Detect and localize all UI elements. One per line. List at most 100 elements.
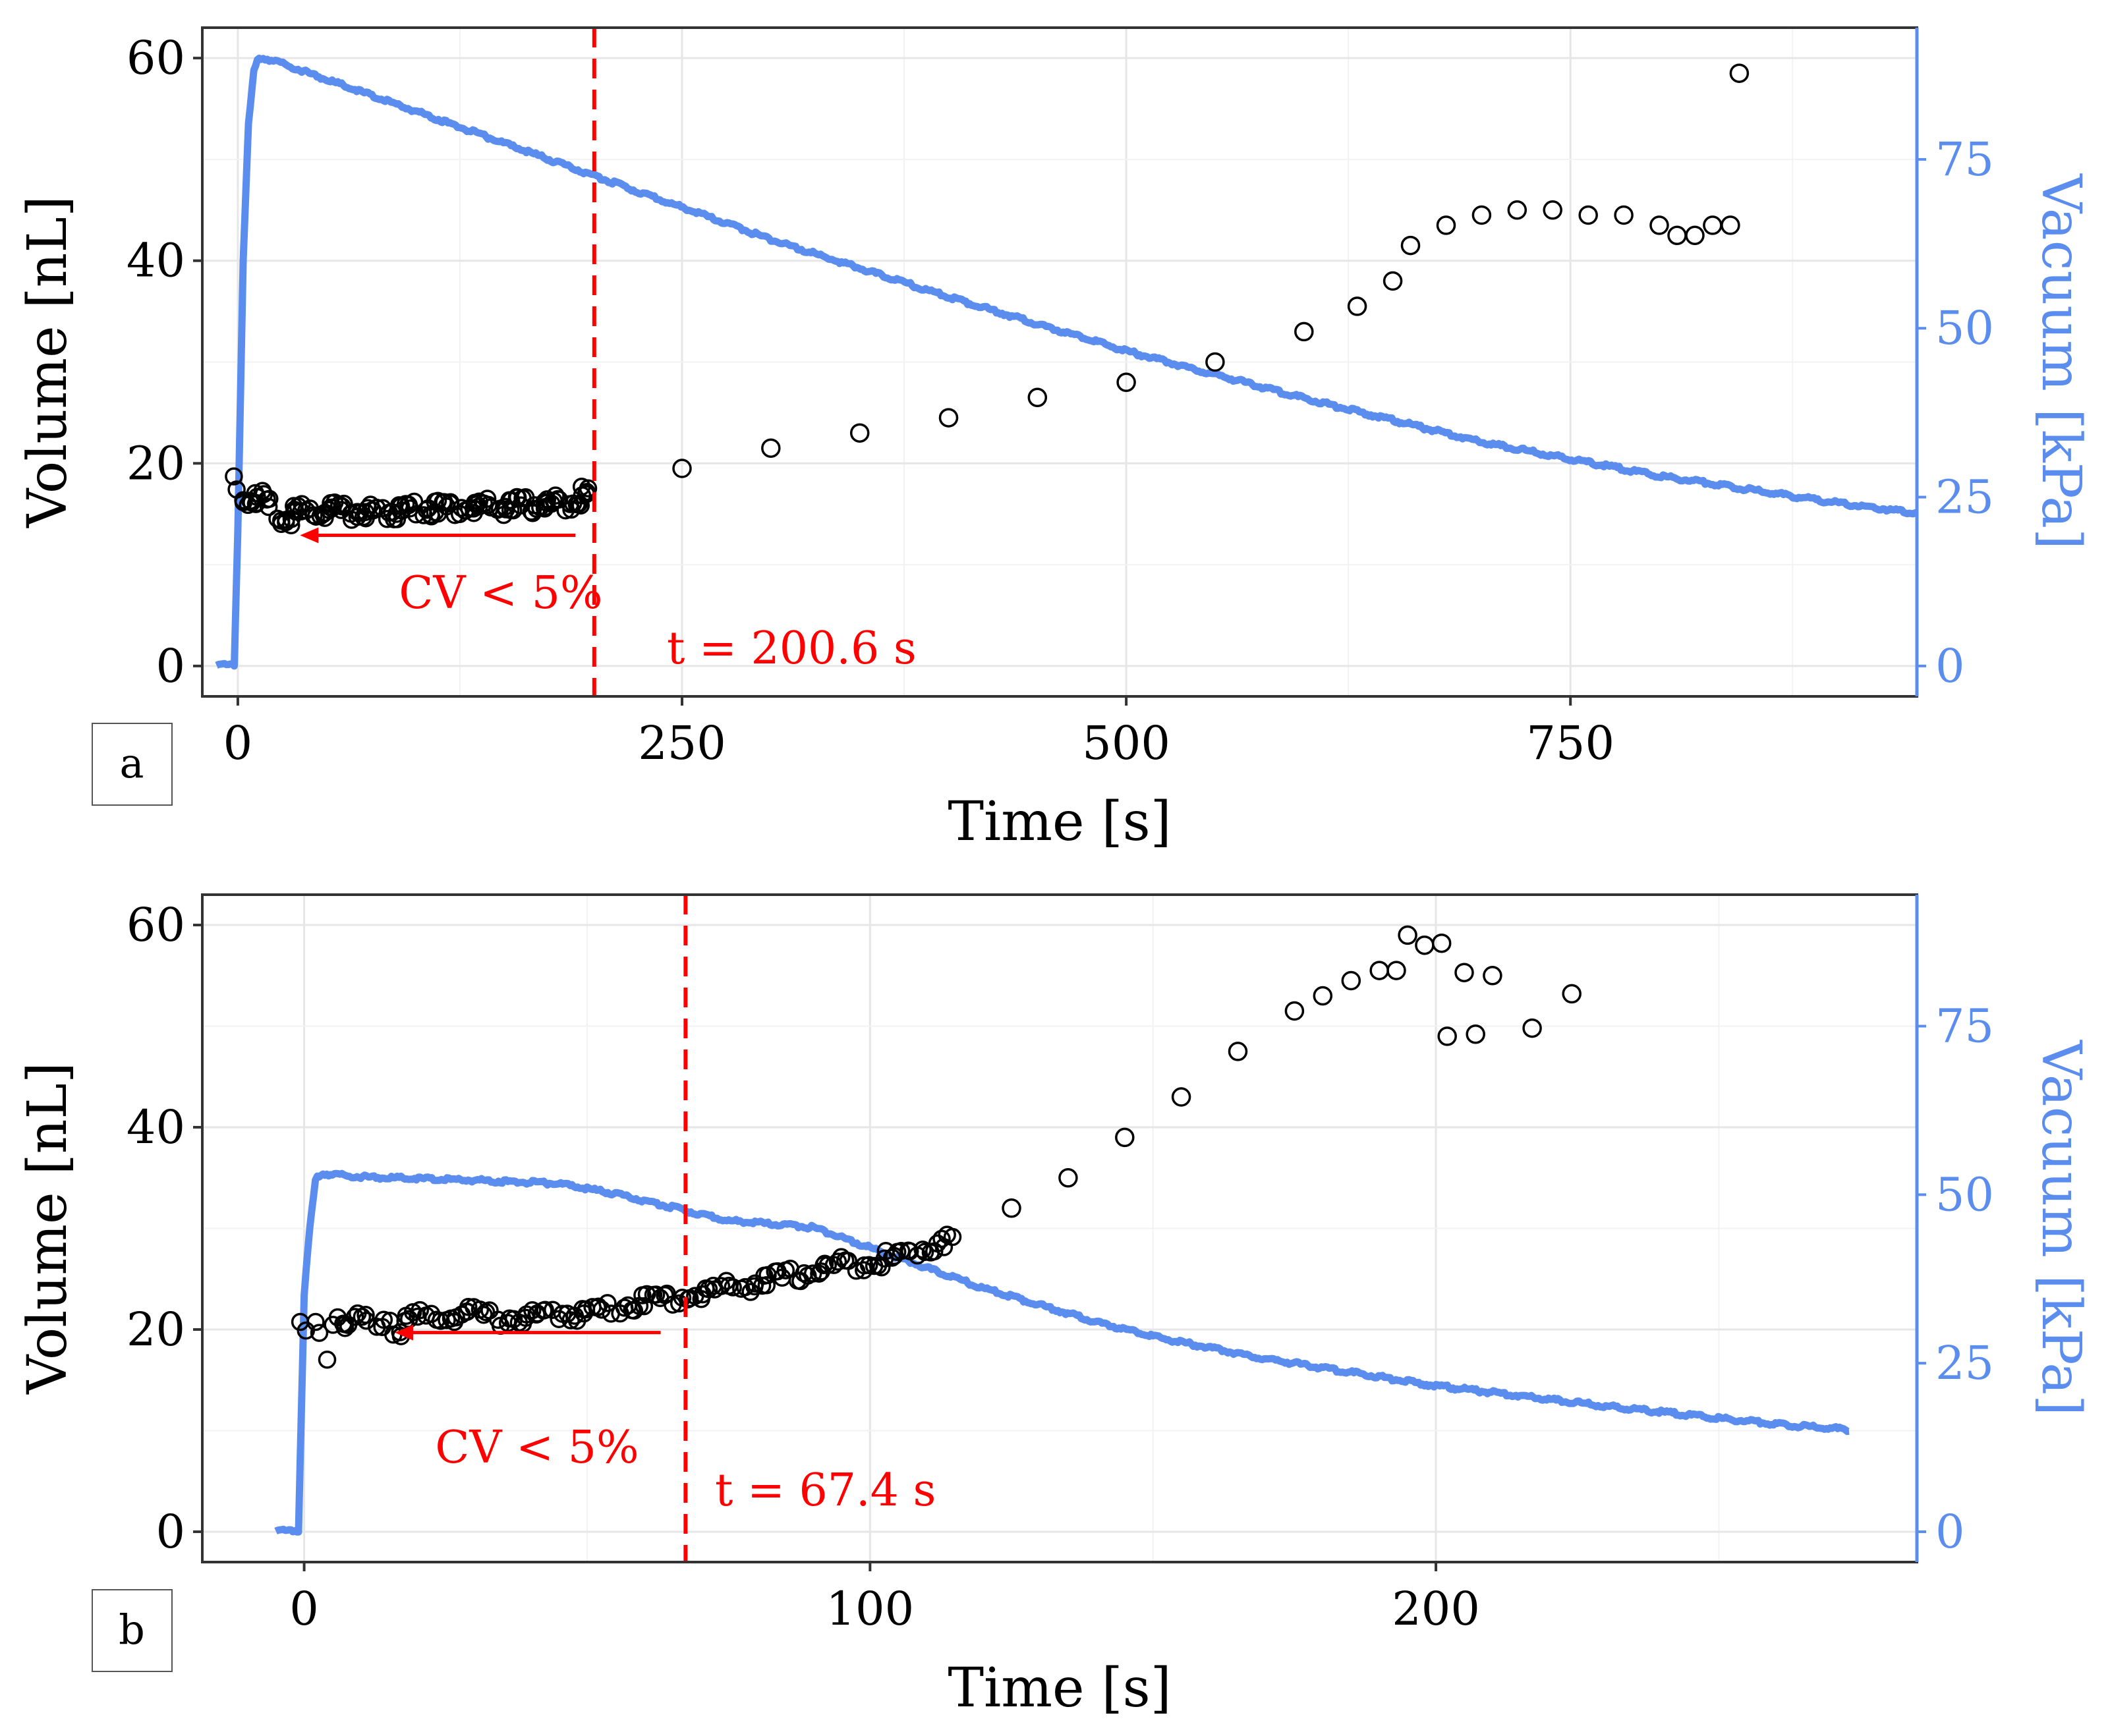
volume-point [598,1294,617,1312]
volume-point [1649,215,1669,235]
volume-point [441,493,460,512]
volume-point [761,438,781,458]
y-tick-label: 60 [127,898,185,952]
x-tick-label: 200 [1392,1582,1480,1636]
volume-point [1341,970,1361,991]
volume-point [536,1301,554,1320]
volume-point [672,459,692,478]
vacuum-line [274,1169,1851,1536]
volume-point [1522,1018,1542,1038]
volume-point [938,408,959,428]
volume-point [459,1298,478,1316]
volume-series [291,925,1582,1369]
vacuum-series [274,1169,1851,1536]
y2-tick-label: 25 [1935,470,1994,524]
volume-point [1436,215,1456,235]
volume-point [1507,200,1527,220]
y2-tick-labels: 0 25 50 75 [1935,132,1994,693]
volume-point [1027,387,1048,408]
vacuum-series [215,55,1919,670]
volume-point [579,479,598,498]
grid [202,895,1917,1562]
volume-point [310,1324,329,1342]
volume-point [932,1229,951,1248]
cv-arrowhead [300,527,319,544]
volume-point [356,1306,375,1324]
x-tick-label: 750 [1526,716,1614,770]
volume-point [318,1351,337,1369]
volume-point [260,490,279,508]
volume-point [646,1285,666,1304]
volume-series [225,63,1750,535]
volume-point [712,1277,731,1295]
volume-point [872,1258,891,1277]
volume-point [913,1241,932,1259]
volume-point [411,1301,430,1320]
y2-tick-labels: 0 25 50 75 [1935,999,1994,1559]
volume-point [403,1302,422,1322]
y-axis-title: Volume [nL] [16,196,79,528]
panel-b: 0 100 200 0 20 40 60 0 25 50 75 Time [s] Volume … [16,893,2092,1720]
volume-point [828,1252,847,1271]
volume-point [1562,984,1582,1004]
tick-marks [193,57,1926,706]
volume-point [357,1311,376,1330]
y-tick-label: 0 [156,1505,185,1559]
volume-point [625,1301,644,1320]
y-tick-label: 40 [127,234,185,288]
y-tick-label: 40 [127,1100,185,1154]
x-tick-label: 250 [638,716,726,770]
volume-point [1294,322,1314,342]
volume-point [1578,205,1598,225]
volume-point [1284,1001,1305,1021]
x-tick-labels: 0 250 500 750 [223,716,1614,770]
volume-point [306,1312,325,1331]
volume-point [1115,1127,1135,1148]
volume-point [757,1276,776,1295]
y2-tick-label: 25 [1935,1336,1994,1390]
y2-tick-label: 50 [1935,1167,1994,1221]
y2-axis-title: Vacuum [kPa] [2030,1040,2092,1416]
y-tick-label: 20 [127,1302,185,1357]
volume-point [1729,63,1750,83]
panel-label: a [120,739,144,787]
volume-point [699,1280,718,1299]
x-tick-label: 100 [826,1582,915,1636]
y-axis-title: Volume [nL] [16,1062,79,1395]
volume-point [1431,933,1452,953]
cv-label: CV < 5% [435,1422,639,1474]
volume-point [1483,966,1502,986]
panel-label-box [92,1589,173,1672]
volume-point [818,1256,837,1274]
y-tick-label: 20 [127,436,185,490]
tick-marks [193,924,1926,1571]
panel-label: b [119,1606,145,1654]
volume-point [1058,1168,1078,1188]
volume-point [546,486,565,505]
volume-point [405,492,424,511]
threshold-label: t = 200.6 s [667,623,917,675]
panel-label-box [92,723,173,806]
x-axis-title: Time [s] [948,1657,1171,1720]
volume-point [1313,986,1333,1006]
y2-tick-label: 75 [1935,999,1994,1053]
volume-point [1386,961,1406,980]
volume-point [635,1297,654,1316]
y-tick-labels: 0 20 40 60 [127,31,185,693]
threshold-label: t = 67.4 s [715,1465,936,1517]
volume-point [1383,271,1403,291]
cv-arrowhead [394,1324,413,1341]
y-tick-label: 0 [156,639,185,693]
y-tick-label: 60 [127,31,185,85]
x-tick-label: 0 [289,1582,319,1636]
volume-point [345,1308,364,1326]
volume-point [1400,235,1421,256]
x-axis-title: Time [s] [948,791,1171,853]
volume-point [1002,1198,1021,1218]
volume-point [736,1277,755,1297]
x-tick-label: 500 [1082,716,1170,770]
volume-point [1685,225,1705,246]
volume-point [1228,1042,1248,1061]
volume-point [1721,215,1740,235]
